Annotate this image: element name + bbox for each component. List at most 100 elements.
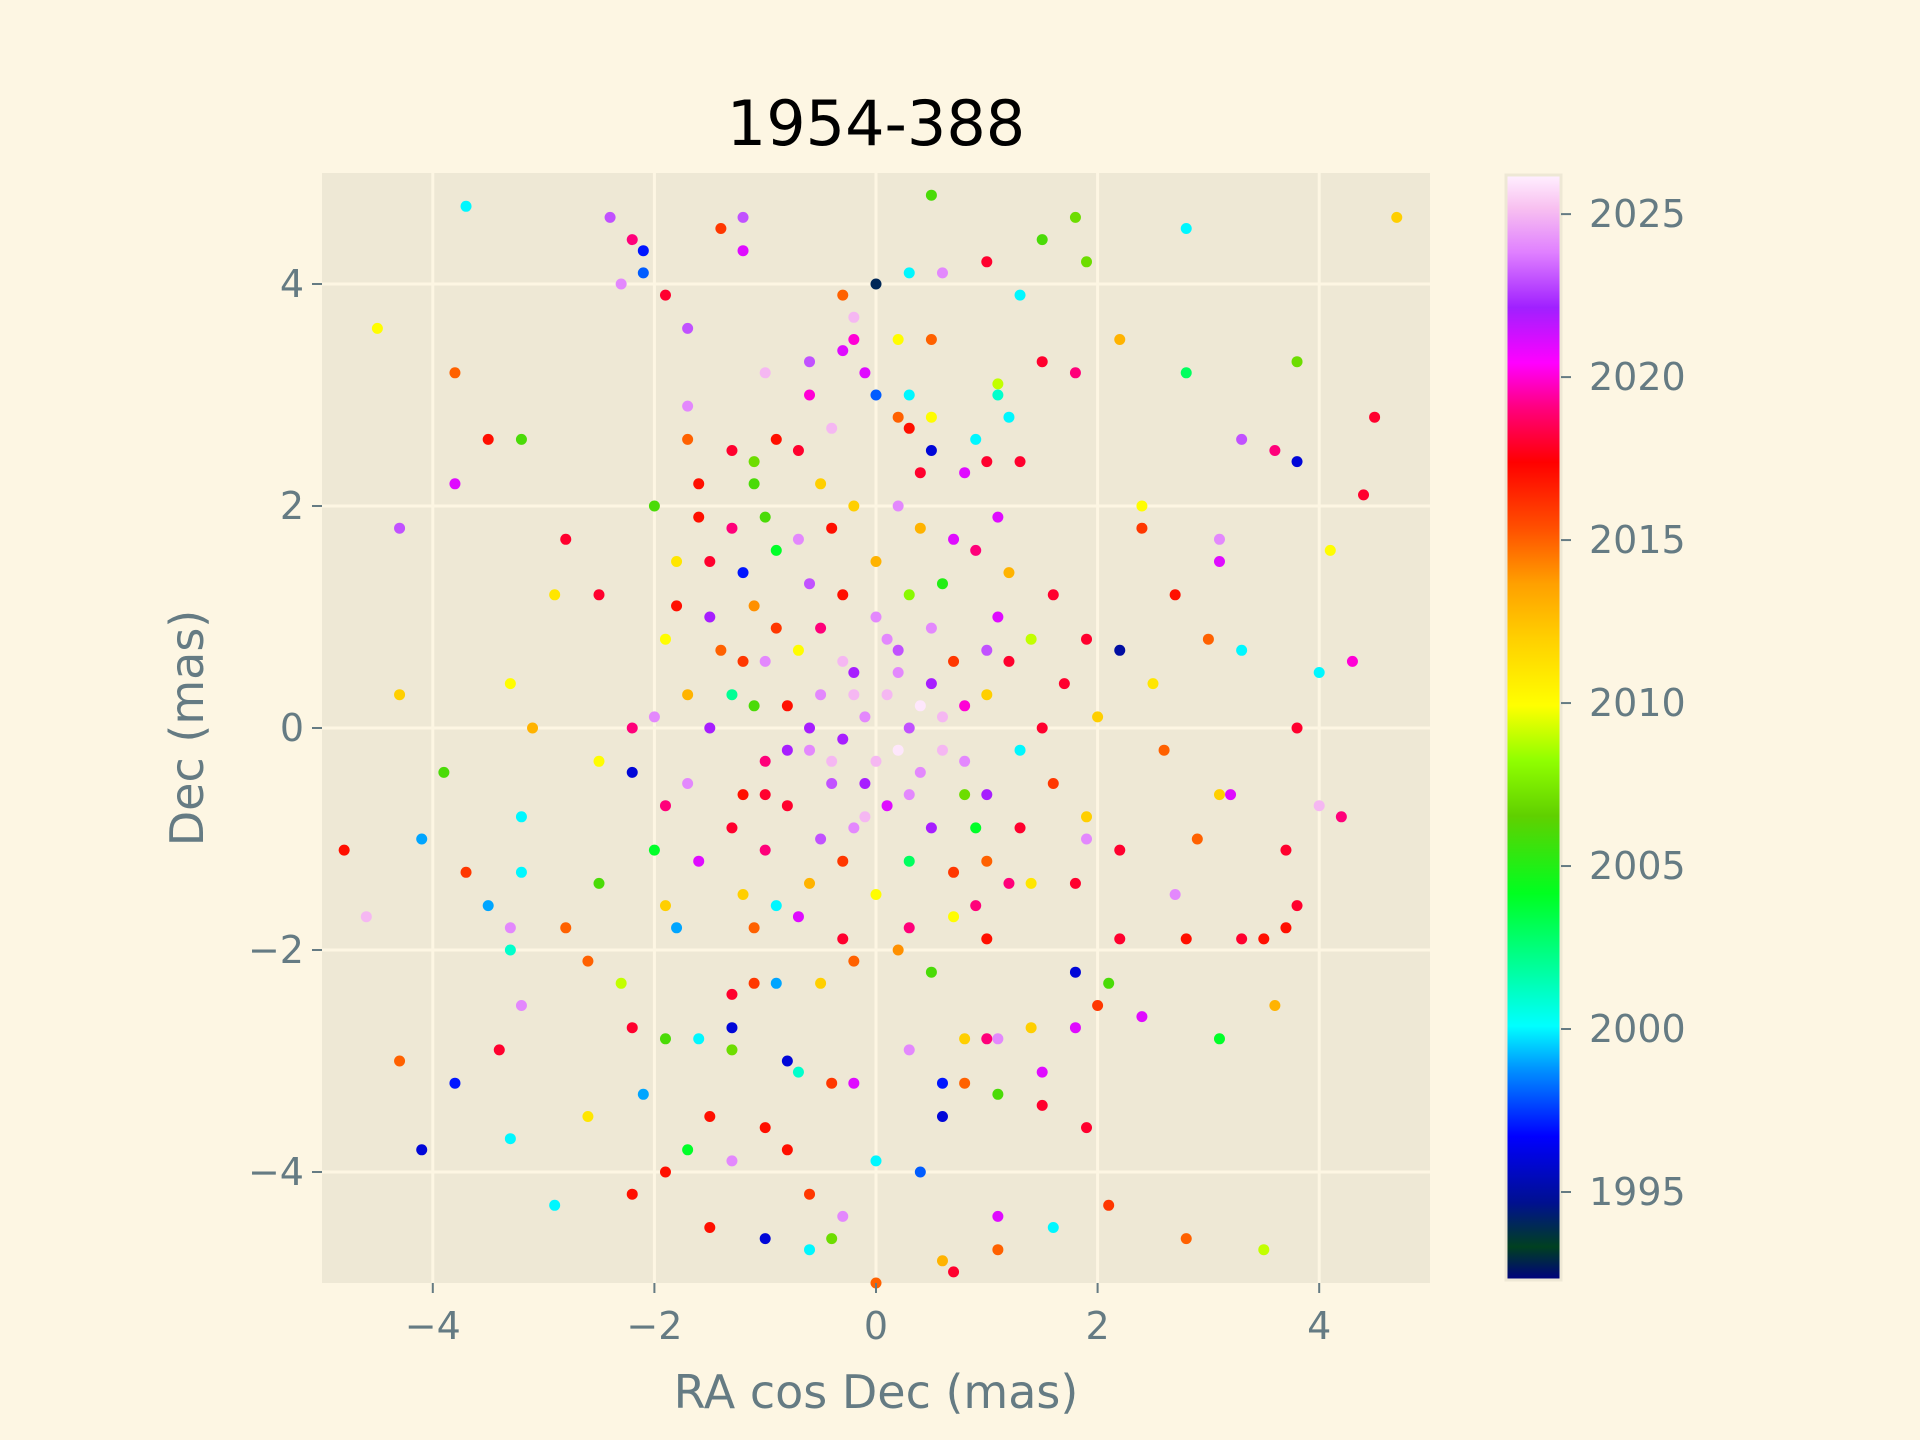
- data-point: [914, 700, 926, 712]
- data-point: [1036, 234, 1048, 246]
- data-point: [726, 522, 738, 534]
- data-point: [338, 844, 350, 856]
- data-point: [515, 1000, 527, 1011]
- data-point: [737, 889, 749, 900]
- data-point: [959, 467, 971, 479]
- data-point: [671, 600, 683, 612]
- data-point: [1036, 356, 1048, 368]
- data-point: [582, 1111, 594, 1122]
- data-point: [837, 345, 849, 357]
- data-point: [826, 1233, 838, 1245]
- data-point: [637, 1088, 649, 1100]
- data-point: [903, 855, 915, 867]
- data-point: [659, 633, 671, 645]
- data-point: [1081, 633, 1093, 645]
- colorbar-tick-label: 2010: [1589, 681, 1686, 725]
- x-tick-label: −4: [405, 1304, 461, 1348]
- data-point: [737, 245, 749, 257]
- data-point: [1069, 877, 1081, 889]
- data-point: [837, 855, 849, 867]
- data-point: [1169, 589, 1181, 601]
- data-point: [970, 433, 982, 445]
- data-point: [804, 1244, 816, 1256]
- data-point: [936, 267, 948, 279]
- data-point: [1269, 445, 1281, 456]
- data-point: [1069, 367, 1081, 379]
- data-point: [759, 367, 771, 379]
- data-point: [981, 256, 993, 268]
- data-point: [693, 855, 705, 867]
- data-point: [1025, 877, 1037, 889]
- data-point: [759, 511, 771, 523]
- data-point: [826, 422, 838, 434]
- data-point: [826, 755, 838, 767]
- data-point: [948, 1266, 960, 1278]
- x-tick-label: 2: [1086, 1304, 1110, 1348]
- data-point: [859, 711, 871, 723]
- data-point: [1269, 1000, 1281, 1011]
- data-point: [1025, 1022, 1037, 1034]
- data-point: [482, 900, 494, 912]
- data-point: [659, 1166, 671, 1178]
- data-point: [1081, 256, 1093, 268]
- data-point: [549, 1199, 561, 1211]
- data-point: [892, 334, 904, 345]
- data-point: [770, 544, 782, 556]
- data-point: [438, 766, 450, 778]
- data-point: [604, 211, 616, 223]
- x-axis-label: RA cos Dec (mas): [674, 1365, 1079, 1419]
- data-point: [1158, 744, 1170, 756]
- data-point: [1047, 589, 1059, 601]
- data-point: [781, 700, 793, 712]
- data-point: [792, 1066, 804, 1078]
- data-point: [449, 367, 461, 379]
- data-point: [1047, 778, 1059, 789]
- data-point: [704, 611, 716, 623]
- data-point: [659, 1033, 671, 1045]
- data-point: [759, 789, 771, 801]
- data-point: [970, 822, 982, 834]
- data-point: [1069, 211, 1081, 223]
- data-point: [826, 522, 838, 534]
- data-point: [504, 678, 516, 690]
- colorbar-tick-label: 2000: [1589, 1007, 1686, 1051]
- data-point: [959, 789, 971, 801]
- data-point: [1069, 966, 1081, 978]
- data-point: [859, 367, 871, 379]
- data-point: [1136, 1011, 1148, 1023]
- data-point: [815, 689, 827, 701]
- data-point: [848, 500, 860, 512]
- data-point: [1346, 655, 1358, 667]
- data-point: [1136, 522, 1148, 534]
- data-point: [1103, 977, 1115, 989]
- data-point: [903, 922, 915, 934]
- data-point: [804, 1188, 816, 1200]
- x-tick-label: 4: [1307, 1304, 1331, 1348]
- data-point: [892, 644, 904, 656]
- data-point: [892, 667, 904, 678]
- data-point: [936, 711, 948, 723]
- data-point: [748, 922, 760, 934]
- data-point: [925, 622, 937, 634]
- data-point: [936, 1077, 948, 1089]
- data-point: [948, 655, 960, 667]
- data-point: [1014, 822, 1026, 834]
- data-point: [504, 944, 516, 956]
- data-point: [1058, 678, 1070, 690]
- data-point: [416, 833, 428, 845]
- data-point: [925, 678, 937, 690]
- data-point: [1369, 411, 1381, 423]
- data-point: [726, 1022, 738, 1034]
- data-point: [925, 411, 937, 423]
- data-point: [914, 766, 926, 778]
- data-point: [992, 1033, 1004, 1045]
- data-point: [726, 1044, 738, 1056]
- colorbar-tick-label: 1995: [1589, 1170, 1686, 1214]
- data-point: [1180, 223, 1192, 234]
- data-point: [848, 1077, 860, 1089]
- data-point: [925, 822, 937, 834]
- data-point: [804, 744, 816, 756]
- data-point: [792, 911, 804, 923]
